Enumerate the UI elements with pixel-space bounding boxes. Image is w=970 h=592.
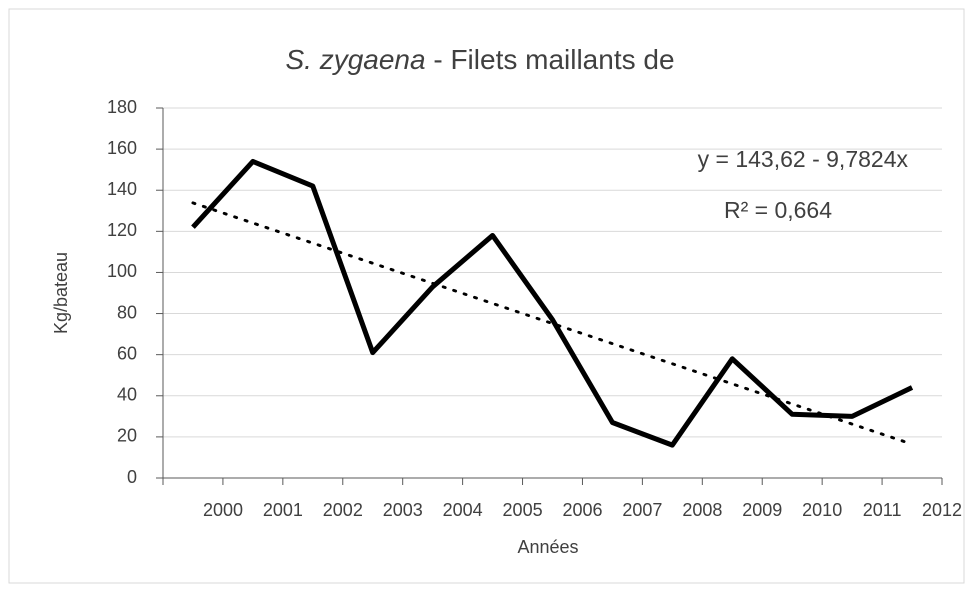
x-tick-label: 2007 <box>622 500 662 520</box>
chart-title: S. zygaena - Filets maillants de <box>285 44 674 75</box>
y-tick-label: 60 <box>117 343 137 363</box>
x-tick-label: 2010 <box>802 500 842 520</box>
y-tick-label: 180 <box>107 97 137 117</box>
title-rest: - Filets maillants de <box>426 44 675 75</box>
x-tick-label: 2002 <box>323 500 363 520</box>
y-tick-label: 160 <box>107 138 137 158</box>
x-tick-label: 2005 <box>503 500 543 520</box>
y-tick-label: 120 <box>107 220 137 240</box>
y-tick-label: 20 <box>117 426 137 446</box>
title-species: S. zygaena <box>285 44 425 75</box>
y-tick-label: 0 <box>127 467 137 487</box>
x-tick-label: 2006 <box>562 500 602 520</box>
trend-r2: R² = 0,664 <box>724 197 832 223</box>
data-line <box>191 158 914 448</box>
x-tick-label: 2001 <box>263 500 303 520</box>
chart-frame <box>8 8 965 584</box>
x-tick-label: 2000 <box>203 500 243 520</box>
x-axis-title: Années <box>517 537 578 557</box>
x-tick-label: 2011 <box>863 500 902 520</box>
x-tick-label: 2009 <box>742 500 782 520</box>
x-tick-label: 2008 <box>682 500 722 520</box>
x-tick-label: 2012 <box>922 500 962 520</box>
x-tick-label: 2004 <box>443 500 483 520</box>
y-tick-label: 80 <box>117 302 137 322</box>
y-tick-label: 40 <box>117 385 137 405</box>
trend-equation: y = 143,62 - 9,7824x <box>698 146 909 172</box>
y-axis-title: Kg/bateau <box>51 252 71 334</box>
y-tick-label: 100 <box>107 261 137 281</box>
y-tick-label: 140 <box>107 179 137 199</box>
x-tick-label: 2003 <box>383 500 423 520</box>
